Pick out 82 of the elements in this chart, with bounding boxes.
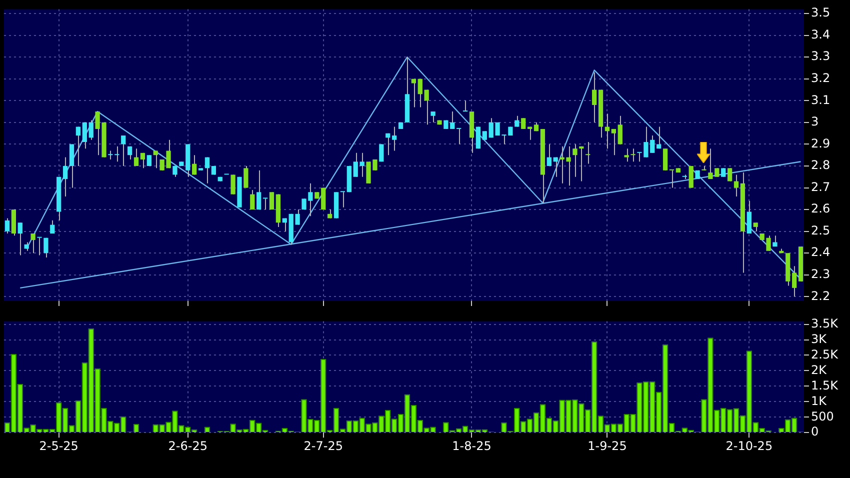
candlestick xyxy=(746,200,752,234)
y-tick-label: 2.5 xyxy=(811,223,830,238)
y-tick-label: 0 xyxy=(811,424,819,439)
candlestick xyxy=(134,148,139,166)
candlestick xyxy=(269,192,274,210)
candlestick xyxy=(140,152,146,169)
candlestick xyxy=(62,156,68,197)
y-tick-label: 2.3 xyxy=(811,266,830,281)
candlestick xyxy=(572,144,578,178)
candlestick xyxy=(230,174,236,195)
candlestick xyxy=(669,169,674,188)
x-tick-label: 2-5-25 xyxy=(39,438,78,453)
y-tick-label: 3.1 xyxy=(811,92,830,107)
candlestick xyxy=(50,220,55,234)
candlestick xyxy=(514,115,520,128)
candlestick xyxy=(462,100,468,112)
candlestick xyxy=(624,148,629,162)
y-tick-label: 2.5K xyxy=(811,347,840,362)
candlestick xyxy=(379,144,384,162)
candlestick xyxy=(527,126,532,140)
candlestick xyxy=(688,165,694,188)
candlestick xyxy=(586,142,590,164)
candlestick xyxy=(392,126,397,152)
y-tick-label: 3.2 xyxy=(811,71,830,86)
candlestick xyxy=(340,191,346,208)
y-tick-label: 1.5K xyxy=(811,378,840,392)
candlestick xyxy=(579,146,584,182)
candlestick xyxy=(121,135,126,166)
candlestick xyxy=(244,165,248,188)
candlestick xyxy=(69,144,74,188)
candlestick xyxy=(250,189,255,210)
x-tick-label: 2-6-25 xyxy=(168,438,208,453)
candlestick xyxy=(521,118,526,130)
y-tick-label: 2.4 xyxy=(811,245,830,260)
candlestick xyxy=(127,146,132,160)
x-tick-label: 2-10-25 xyxy=(726,438,773,453)
candlestick xyxy=(76,126,81,166)
candlestick xyxy=(44,237,48,258)
candlestick xyxy=(662,148,668,171)
candlestick xyxy=(618,115,622,145)
candlestick xyxy=(611,128,616,156)
y-tick-label: 3 xyxy=(811,114,819,129)
y-tick-label: 2.2 xyxy=(811,288,830,303)
candlestick xyxy=(792,266,797,298)
candlestick xyxy=(546,144,552,166)
candlestick xyxy=(734,174,739,197)
y-tick-label: 2.6 xyxy=(811,202,830,216)
y-tick-label: 2.9 xyxy=(811,136,830,150)
y-tick-label: 3.5 xyxy=(811,6,830,20)
candlestick xyxy=(418,78,422,108)
candlestick xyxy=(192,154,197,176)
candlestick xyxy=(727,168,732,182)
candlestick xyxy=(592,72,597,123)
y-tick-label: 1K xyxy=(811,394,828,408)
candlestick xyxy=(18,222,22,256)
candlestick xyxy=(4,218,10,234)
candlestick xyxy=(630,148,636,162)
candlestick xyxy=(146,154,152,166)
candlestick xyxy=(88,120,94,140)
candlestick xyxy=(262,198,268,210)
candlestick xyxy=(82,122,87,150)
candlestick xyxy=(37,236,42,256)
y-tick-label: 3.5K xyxy=(811,316,840,330)
y-tick-label: 2.8 xyxy=(811,158,830,172)
y-tick-label: 3.4 xyxy=(811,27,830,42)
candlestick xyxy=(30,232,36,254)
y-tick-label: 3.3 xyxy=(811,49,830,64)
candlestick xyxy=(424,89,429,126)
x-tick-label: 2-7-25 xyxy=(304,438,343,453)
candlestick xyxy=(11,209,16,236)
y-tick-label: 2.7 xyxy=(811,180,830,194)
candlestick xyxy=(204,156,210,184)
x-tick-label: 1-8-25 xyxy=(452,438,492,453)
x-tick-label: 1-9-25 xyxy=(588,438,627,453)
y-tick-label: 3K xyxy=(811,332,828,346)
candlestick xyxy=(153,150,158,169)
y-tick-label: 500 xyxy=(811,409,834,424)
candlestick xyxy=(656,126,662,150)
candlestick xyxy=(256,170,262,210)
y-tick-label: 2K xyxy=(811,362,828,377)
candlestick xyxy=(456,128,462,145)
candlestick xyxy=(430,111,436,123)
